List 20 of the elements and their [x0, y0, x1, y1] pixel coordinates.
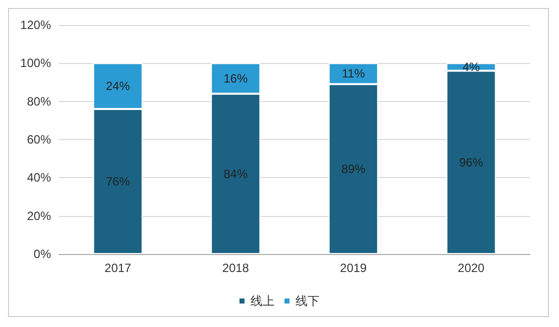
data-label: 89% [341, 162, 366, 176]
legend-label: 线上 [250, 294, 274, 308]
legend-label: 线下 [296, 294, 320, 308]
data-label: 16% [224, 71, 248, 86]
data-label: 24% [106, 79, 130, 94]
data-label: 96% [459, 155, 484, 170]
y-tick-label: 60% [26, 132, 52, 146]
data-label: 76% [106, 174, 130, 188]
x-tick-label: 2020 [458, 261, 485, 275]
x-tick-label: 2019 [340, 261, 368, 275]
y-tick-label: 40% [26, 170, 52, 185]
y-tick-label: 20% [26, 208, 52, 223]
data-label: 11% [342, 66, 366, 81]
x-tick-label: 2018 [222, 261, 250, 275]
data-label: 84% [224, 166, 248, 181]
y-tick-label: 0% [34, 247, 52, 261]
y-tick-label: 120% [20, 18, 52, 32]
y-tick-label: 100% [20, 56, 52, 70]
y-tick-label: 80% [26, 94, 52, 108]
x-tick-label: 2017 [104, 261, 132, 275]
